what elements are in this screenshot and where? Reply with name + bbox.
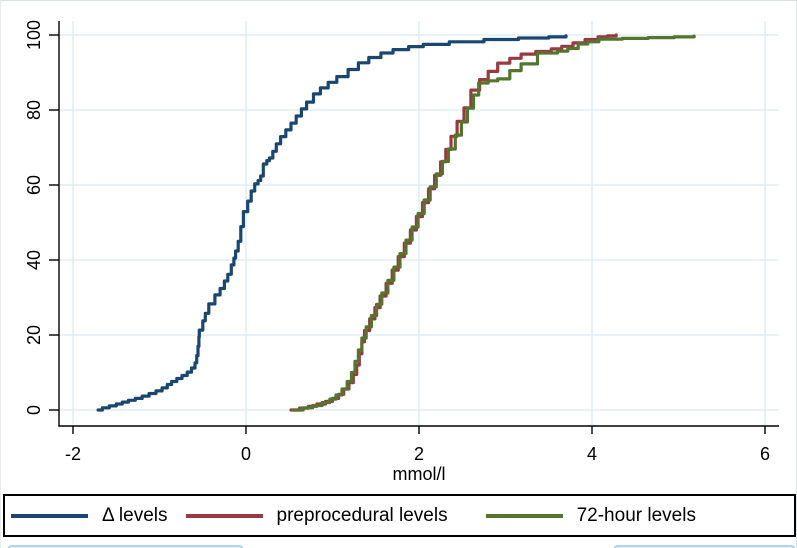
legend-item-preprocedural-levels: preprocedural levels: [185, 504, 448, 527]
series-line-72-hour-levels: [292, 34, 696, 412]
partial-element-bottom-right[interactable]: [613, 545, 796, 548]
legend-item-delta-levels: Δ levels: [11, 505, 168, 527]
legend-label-preprocedural-levels: preprocedural levels: [276, 504, 448, 526]
series-line-preprocedural-levels: [289, 33, 618, 412]
y-tick-label: 80: [24, 100, 44, 120]
legend-swatch-preprocedural-levels: [185, 513, 263, 518]
legend-swatch-72-hour-levels: [485, 513, 563, 518]
x-tick-label: 6: [760, 444, 770, 464]
legend: Δ levels preprocedural levels 72-hour le…: [3, 494, 796, 537]
series-line-delta-levels: [96, 34, 568, 412]
cdf-chart-canvas: 0 20 40 60 80 100 -2 0 2 4 6 mmol/l: [24, 20, 779, 484]
y-tick-label: 60: [24, 175, 44, 195]
y-tick-label: 20: [24, 325, 44, 345]
x-tick-label: -2: [65, 444, 81, 464]
x-tick-label: 4: [587, 444, 597, 464]
y-tick-label: 100: [24, 20, 44, 50]
partial-element-bottom-left[interactable]: [7, 545, 244, 548]
legend-swatch-delta-levels: [11, 513, 88, 518]
y-tick-label: 0: [24, 405, 44, 415]
x-axis-title: mmol/l: [393, 464, 446, 484]
x-tick-label: 0: [241, 444, 251, 464]
legend-item-72-hour-levels: 72-hour levels: [485, 504, 696, 527]
legend-label-delta-levels: Δ levels: [102, 504, 168, 526]
legend-label-72-hour-levels: 72-hour levels: [576, 504, 696, 526]
y-tick-label: 40: [24, 250, 44, 270]
x-tick-label: 2: [414, 444, 424, 464]
